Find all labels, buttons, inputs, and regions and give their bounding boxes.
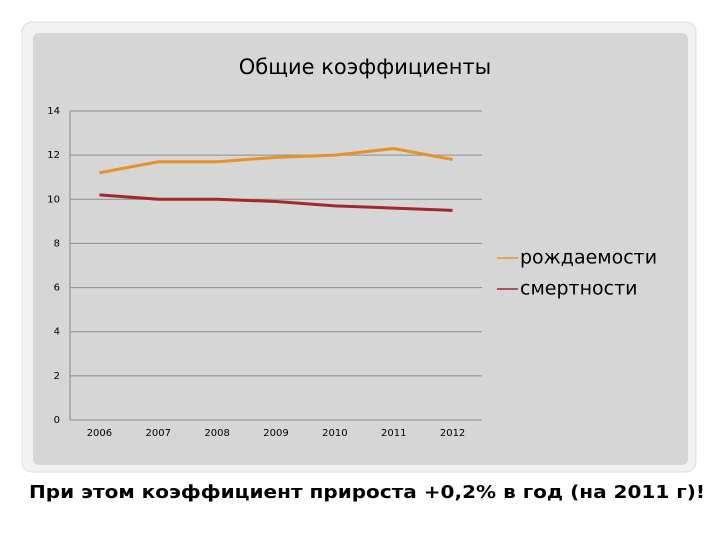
caption: При этом коэффициент прироста +0,2% в го… [29, 482, 705, 503]
y-tick-label: 4 [54, 327, 60, 338]
y-tick-label: 14 [47, 106, 60, 117]
x-tick-label: 2008 [204, 428, 229, 439]
y-tick-label: 10 [47, 194, 60, 205]
x-tick-label: 2012 [440, 428, 465, 439]
x-tick-label: 2007 [146, 428, 171, 439]
y-tick-label: 0 [54, 415, 60, 426]
y-tick-label: 6 [54, 283, 60, 294]
legend-label: смертности [520, 278, 638, 300]
y-tick-label: 2 [54, 371, 60, 382]
chart-panel [33, 33, 688, 465]
y-tick-label: 12 [47, 150, 60, 161]
legend-label: рождаемости [520, 247, 657, 269]
series-line [99, 147, 453, 175]
x-tick-label: 2006 [87, 428, 112, 439]
chart-title: Общие коэффициенты [239, 55, 492, 79]
x-tick-label: 2010 [322, 428, 347, 439]
x-tick-label: 2009 [263, 428, 288, 439]
x-tick-label: 2011 [381, 428, 406, 439]
series-line [99, 193, 453, 212]
y-tick-label: 8 [54, 238, 60, 249]
